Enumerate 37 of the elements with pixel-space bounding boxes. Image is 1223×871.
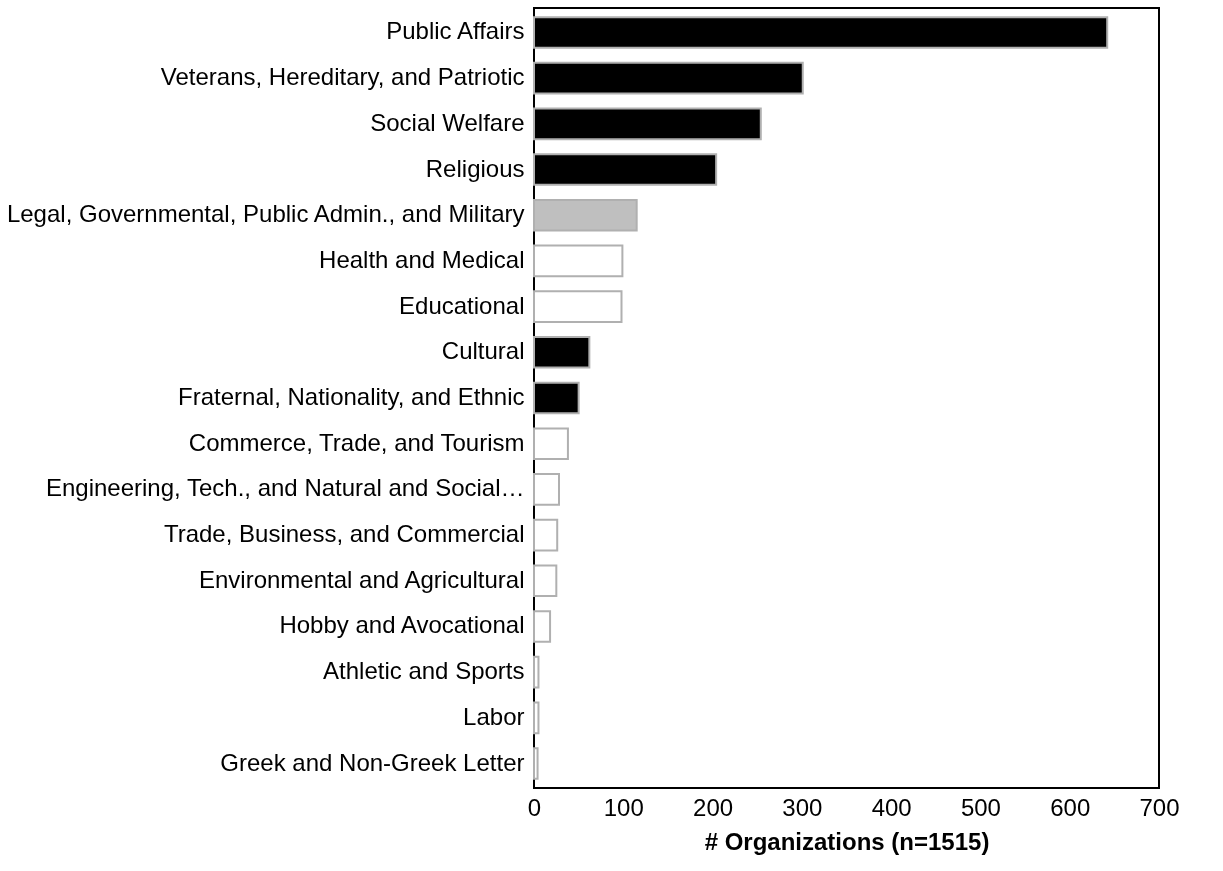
x-tick-label: 300 bbox=[782, 793, 823, 821]
bar bbox=[533, 244, 624, 278]
x-tick-label: 0 bbox=[527, 793, 542, 821]
y-tick-label: Veterans, Hereditary, and Patriotic bbox=[160, 63, 525, 91]
y-tick-label: Educational bbox=[399, 291, 525, 319]
bar bbox=[533, 473, 560, 506]
y-tick-label: Athletic and Sports bbox=[323, 657, 525, 685]
y-tick-label: Hobby and Avocational bbox=[279, 611, 525, 639]
y-tick-label: Labor bbox=[463, 702, 525, 730]
y-tick-label: Religious bbox=[425, 154, 525, 182]
bar bbox=[533, 610, 552, 643]
x-tick-label: 600 bbox=[1050, 793, 1091, 821]
bar bbox=[533, 290, 623, 323]
y-tick-label: Commerce, Trade, and Tourism bbox=[188, 428, 525, 456]
x-tick-label: 400 bbox=[871, 793, 912, 821]
y-tick-label: Public Affairs bbox=[386, 17, 525, 45]
y-tick-label: Social Welfare bbox=[370, 108, 525, 136]
bar bbox=[533, 564, 558, 598]
bar bbox=[533, 518, 559, 552]
y-tick-label: Cultural bbox=[441, 337, 525, 365]
x-tick-label: 200 bbox=[693, 793, 734, 821]
bar bbox=[533, 701, 540, 735]
y-tick-label: Greek and Non-Greek Letter bbox=[220, 748, 525, 776]
y-tick-label: Trade, Business, and Commercial bbox=[163, 520, 525, 548]
bar bbox=[533, 427, 569, 460]
bar bbox=[533, 198, 638, 232]
y-tick-label: Health and Medical bbox=[319, 245, 525, 273]
y-tick-label: Fraternal, Nationality, and Ethnic bbox=[178, 383, 525, 410]
x-tick-label: 500 bbox=[960, 793, 1001, 821]
x-axis-title: # Organizations (n=1515) bbox=[704, 827, 990, 855]
bar bbox=[533, 747, 539, 780]
y-tick-label: Engineering, Tech., and Natural and Social… bbox=[45, 474, 525, 502]
bar bbox=[533, 655, 540, 689]
y-tick-label: Legal, Governmental, Public Admin., and Military bbox=[6, 200, 525, 228]
y-tick-label: Environmental and Agricultural bbox=[198, 565, 525, 593]
x-tick-label: 100 bbox=[603, 793, 644, 821]
x-tick-label: 700 bbox=[1139, 793, 1180, 821]
